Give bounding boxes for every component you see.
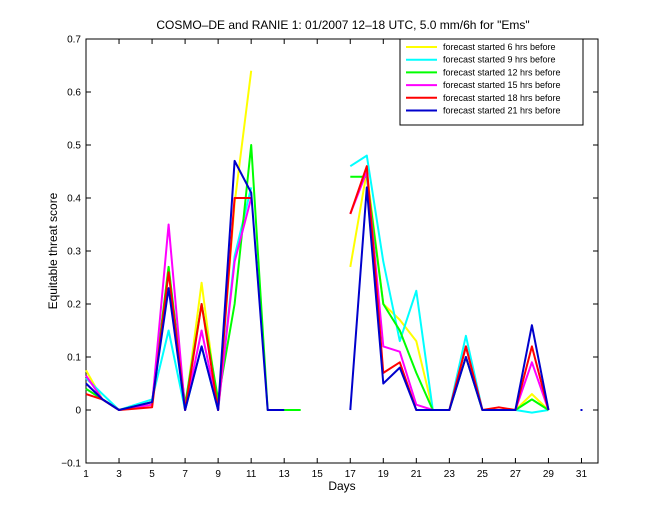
y-axis: −0.1 0 0.1 0.2 0.3 0.4 0.5 0.6 0.7 bbox=[61, 35, 598, 470]
x-tick-label: 17 bbox=[345, 469, 357, 480]
series-line bbox=[85, 159, 285, 411]
y-tick-label: 0.1 bbox=[67, 353, 81, 364]
x-tick-label: 19 bbox=[378, 469, 390, 480]
legend-label: forecast started 6 hrs before bbox=[443, 42, 556, 52]
series-line bbox=[349, 186, 550, 411]
chart-title: COSMO–DE and RANIE 1: 01/2007 12–18 UTC,… bbox=[156, 18, 529, 32]
x-axis: 1 3 5 7 9 11 13 15 17 19 21 23 25 27 29 31 bbox=[83, 39, 587, 480]
x-tick-label: 9 bbox=[215, 469, 221, 480]
y-tick-label: 0.7 bbox=[67, 35, 81, 46]
x-tick-label: 13 bbox=[279, 469, 291, 480]
x-tick-label: 25 bbox=[477, 469, 489, 480]
x-tick-label: 1 bbox=[83, 469, 89, 480]
series-6 bbox=[85, 159, 583, 411]
legend-label: forecast started 21 hrs before bbox=[443, 106, 561, 116]
legend-label: forecast started 18 hrs before bbox=[443, 93, 561, 103]
series-layer bbox=[85, 70, 583, 414]
x-tick-label: 11 bbox=[246, 469, 257, 480]
legend-label: forecast started 15 hrs before bbox=[443, 80, 561, 90]
y-tick-label: −0.1 bbox=[61, 459, 81, 470]
x-tick-label: 3 bbox=[116, 469, 122, 480]
x-tick-label: 27 bbox=[510, 469, 522, 480]
x-tick-label: 5 bbox=[149, 469, 155, 480]
x-tick-label: 29 bbox=[543, 469, 555, 480]
y-tick-label: 0.5 bbox=[67, 141, 81, 152]
legend: forecast started 6 hrs before forecast st… bbox=[399, 38, 584, 126]
legend-entries: forecast started 6 hrs before forecast st… bbox=[406, 42, 561, 116]
y-tick-label: 0.4 bbox=[67, 194, 81, 205]
legend-label: forecast started 9 hrs before bbox=[443, 55, 556, 65]
y-tick-label: 0.6 bbox=[67, 88, 81, 99]
x-tick-label: 21 bbox=[411, 469, 423, 480]
y-axis-label: Equitable threat score bbox=[46, 192, 60, 309]
x-tick-label: 23 bbox=[444, 469, 456, 480]
x-axis-label: Days bbox=[328, 479, 355, 493]
y-tick-label: 0 bbox=[75, 406, 81, 417]
x-tick-label: 15 bbox=[312, 469, 324, 480]
x-tick-label: 31 bbox=[576, 469, 588, 480]
y-tick-label: 0.2 bbox=[67, 300, 81, 311]
y-tick-label: 0.3 bbox=[67, 247, 81, 258]
x-tick-label: 7 bbox=[182, 469, 188, 480]
legend-label: forecast started 12 hrs before bbox=[443, 67, 561, 77]
